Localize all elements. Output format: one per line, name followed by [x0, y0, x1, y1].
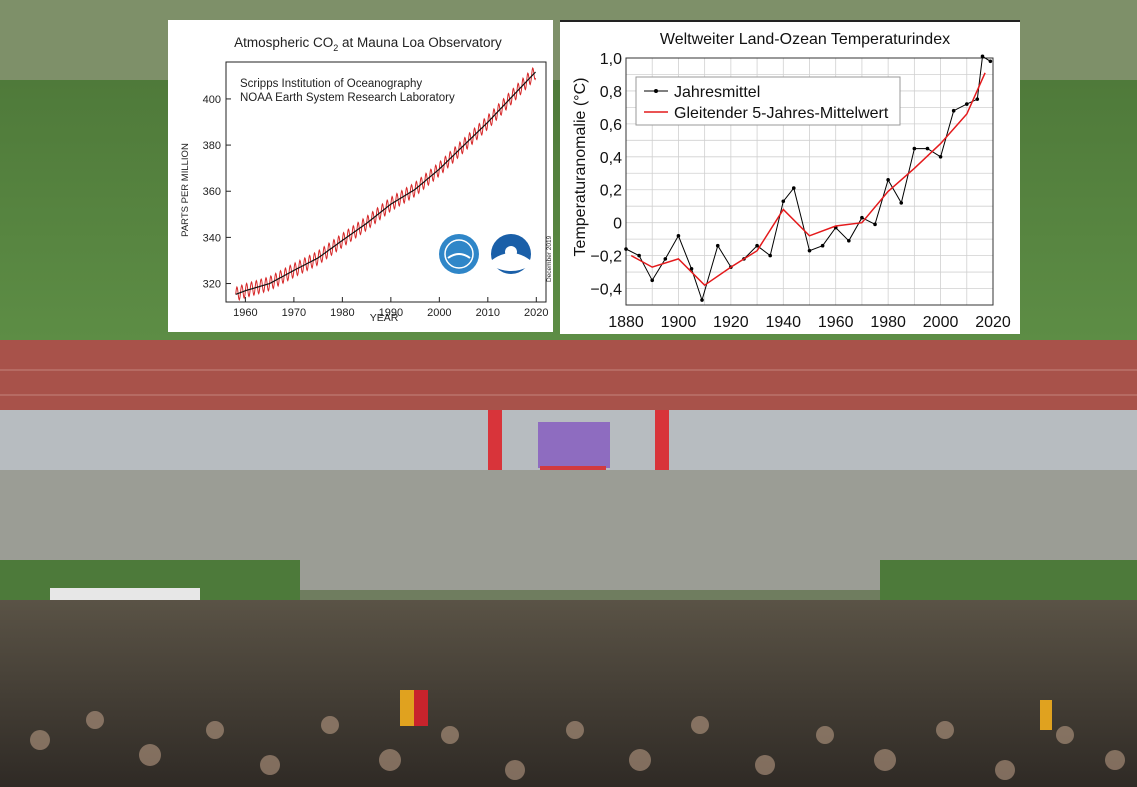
temperature-annual-point	[951, 108, 956, 113]
temperature-plot-frame	[625, 57, 994, 306]
co2-y-tick-label: 400	[203, 94, 221, 106]
temperature-annual-point	[964, 102, 969, 106]
temperature-y-tick-label: 0,2	[600, 183, 622, 200]
temperature-annual-point	[676, 234, 681, 238]
temperature-x-tick-label: 1960	[818, 314, 854, 331]
temperature-annual-point	[886, 178, 890, 182]
temperature-y-tick-label: 0,6	[600, 117, 622, 134]
temperature-y-tick-label: −0,2	[590, 249, 622, 266]
co2-plot-frame	[225, 61, 547, 303]
spectator-crowd	[0, 600, 1137, 787]
temperature-legend: Jahresmittel Gleitender 5-Jahres-Mittelw…	[635, 76, 901, 126]
temperature-annual-point	[807, 248, 812, 253]
legend-marker-jahresmittel	[654, 89, 658, 93]
co2-x-tick-label: 2010	[476, 307, 500, 319]
co2-x-tick-label: 2020	[524, 307, 548, 319]
co2-annotation-noaa: NOAA Earth System Research Laboratory	[240, 92, 455, 104]
co2-x-axis-label: YEAR	[370, 312, 399, 324]
temperature-x-tick-label: 2000	[923, 314, 959, 331]
temperature-moving-average-line	[630, 72, 986, 287]
temperature-annual-point	[768, 253, 772, 258]
temperature-annual-point	[624, 247, 628, 251]
temperature-annual-line	[625, 55, 991, 302]
co2-y-tick-label: 360	[203, 186, 221, 198]
stage-tent	[538, 422, 610, 468]
temperature-y-tick-label: 0	[613, 216, 622, 233]
temperature-x-tick-label: 1940	[765, 314, 801, 331]
right-seating	[880, 560, 1137, 600]
legend-box	[635, 76, 901, 126]
temperature-y-tick-label: 0,4	[600, 150, 622, 167]
temperature-annual-point	[912, 146, 917, 151]
legend-label-mittelwert: Gleitender 5-Jahres-Mittelwert	[674, 105, 889, 122]
temperature-x-tick-label: 2020	[975, 314, 1011, 331]
temperature-chart-panel: Weltweiter Land-Ozean Temperaturindex Te…	[560, 20, 1020, 334]
temperature-annual-point	[755, 243, 759, 248]
temperature-annual-point	[715, 243, 720, 248]
temperature-y-tick-label: −0,4	[590, 282, 622, 299]
co2-chart-panel: Atmospheric CO2 at Mauna Loa Observatory…	[168, 20, 553, 332]
temperature-annual-point	[791, 186, 796, 190]
temperature-annual-point	[781, 199, 786, 204]
temperature-annual-point	[860, 215, 864, 220]
temperature-annual-point	[899, 201, 904, 205]
co2-y-tick-label: 380	[203, 140, 221, 152]
co2-x-tick-label: 2000	[427, 307, 451, 319]
temperature-x-tick-label: 1920	[713, 314, 749, 331]
temperature-y-tick-label: 1,0	[600, 51, 622, 68]
co2-x-tick-label: 1990	[379, 307, 403, 319]
temperature-annual-point	[988, 59, 993, 64]
temperature-y-tick-label: 0,8	[600, 84, 622, 101]
temperature-annual-point	[873, 222, 877, 227]
temperature-annual-point	[650, 278, 655, 283]
co2-y-axis-label: PARTS PER MILLION	[180, 143, 191, 237]
temperature-annual-point	[938, 155, 943, 159]
co2-x-tick-label: 1980	[330, 307, 354, 319]
temperature-annual-point	[847, 238, 851, 243]
temperature-x-tick-label: 1980	[870, 314, 906, 331]
co2-x-tick-label: 1960	[233, 307, 257, 319]
temperature-y-axis-label: Temperaturanomalie (°C)	[572, 78, 589, 257]
temperature-annual-point	[663, 257, 668, 261]
co2-trend-line	[235, 71, 536, 295]
scripps-logo	[439, 234, 479, 274]
temperature-annual-point	[689, 266, 694, 271]
temperature-chart-title: Weltweiter Land-Ozean Temperaturindex	[660, 31, 950, 48]
running-track	[0, 340, 1137, 410]
legend-label-jahresmittel: Jahresmittel	[674, 84, 760, 101]
temperature-annual-point	[820, 243, 825, 248]
co2-annotation-date: December 2019	[546, 235, 553, 282]
temperature-annual-point	[925, 146, 930, 151]
co2-y-tick-label: 320	[203, 279, 221, 291]
temperature-annual-point	[975, 97, 980, 101]
co2-chart: Atmospheric CO2 at Mauna Loa Observatory…	[180, 35, 553, 324]
co2-annotation-scripps: Scripps Institution of Oceanography	[240, 78, 422, 90]
co2-y-tick-label: 340	[203, 232, 221, 244]
co2-x-tick-label: 1970	[282, 307, 306, 319]
temperature-x-tick-label: 1880	[608, 314, 644, 331]
temperature-annual-point	[980, 54, 985, 59]
temperature-x-tick-label: 1900	[661, 314, 697, 331]
crowd-heads	[30, 711, 1125, 780]
temperature-annual-point	[700, 298, 704, 302]
co2-chart-title: Atmospheric CO2 at Mauna Loa Observatory	[234, 35, 502, 53]
co2-monthly-line	[235, 67, 536, 302]
temperature-chart: Weltweiter Land-Ozean Temperaturindex Te…	[572, 31, 1011, 331]
fan-flags	[400, 690, 1052, 730]
noaa-logo	[491, 234, 531, 274]
temperature-annual-point	[637, 253, 641, 258]
